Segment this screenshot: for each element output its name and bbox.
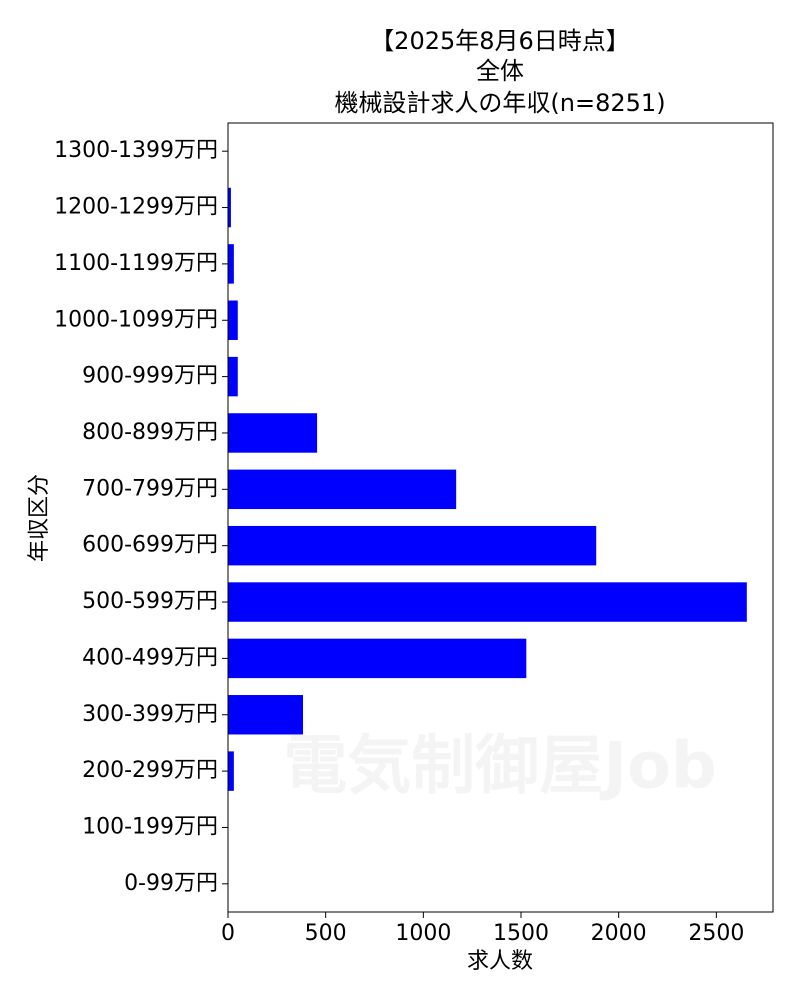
bar [228,300,238,340]
y-tick-label: 600-699万円 [82,533,218,558]
x-axis-label: 求人数 [467,949,533,974]
y-tick-label: 1100-1199万円 [54,251,218,276]
y-tick-label: 400-499万円 [82,645,218,670]
bar [228,582,747,622]
y-tick-label: 100-199万円 [82,814,218,839]
y-tick-label: 1200-1299万円 [54,195,218,220]
y-axis-label: 年収区分 [27,474,52,562]
watermark: 電気制御屋Job [283,730,717,804]
y-tick-label: 300-399万円 [82,702,218,727]
y-tick-label: 500-599万円 [82,589,218,614]
bar [228,356,238,397]
bar [228,244,234,284]
x-tick-label: 500 [305,921,347,946]
y-tick-label: 0-99万円 [124,871,218,896]
bar [228,751,234,791]
bar [228,695,304,735]
y-tick-label: 800-899万円 [82,420,218,445]
bar [228,525,597,566]
y-tick-label: 900-999万円 [82,364,218,389]
y-tick-label: 1300-1399万円 [54,138,218,163]
x-tick-label: 0 [221,921,235,946]
chart-title: 機械設計求人の年収(n=8251) [334,89,665,117]
bar [228,187,231,228]
chart-title: 全体 [476,57,524,85]
y-tick-label: 1000-1099万円 [54,307,218,332]
y-tick-label: 700-799万円 [82,476,218,501]
x-tick-label: 1500 [493,921,549,946]
y-tick-label: 200-299万円 [82,758,218,783]
bar [228,469,457,510]
x-tick-label: 1000 [395,921,451,946]
x-tick-label: 2000 [591,921,647,946]
plot-frame [227,122,774,913]
x-tick-label: 2500 [688,921,744,946]
chart-title: 【2025年8月6日時点】 [370,27,630,55]
bar [228,413,318,453]
bar [228,638,527,679]
